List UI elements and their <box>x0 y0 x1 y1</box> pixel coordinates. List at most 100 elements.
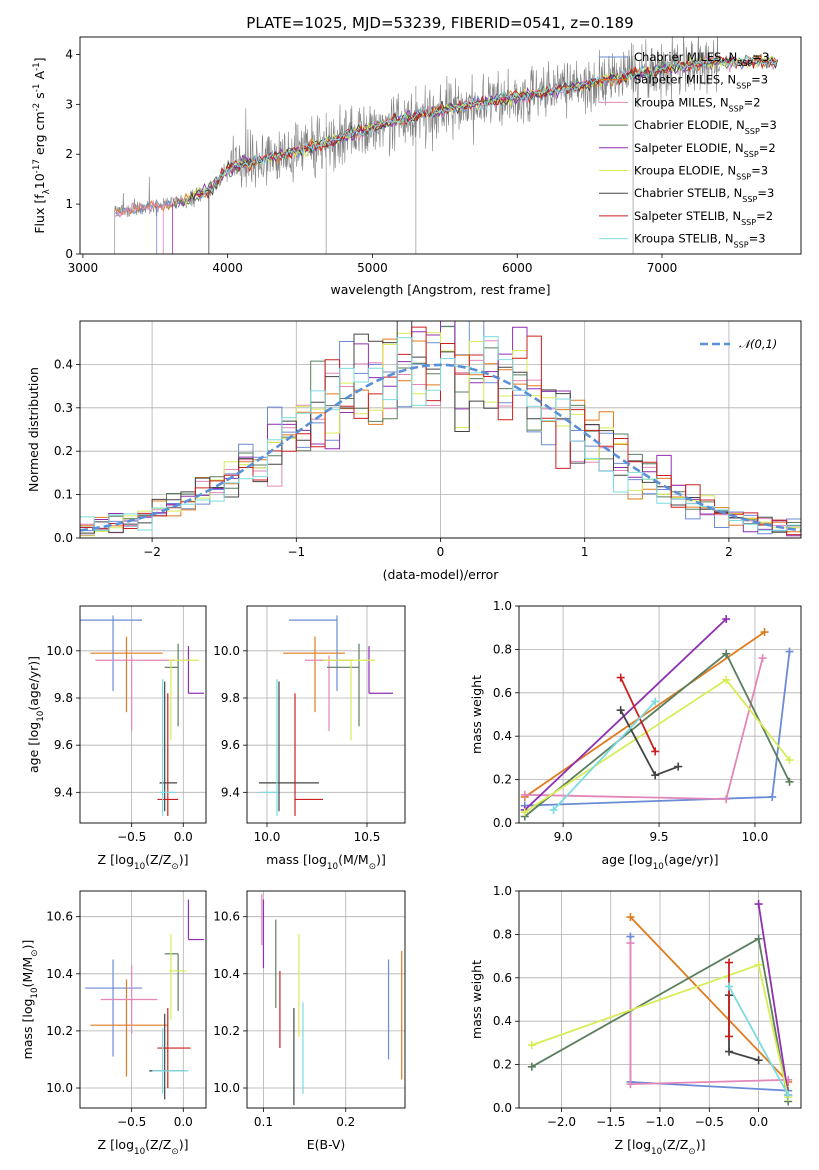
y-tick-label: 9.6 <box>221 738 240 752</box>
legend-label-chabrier-stelib: Chabrier STELIB, NSSP=3 <box>634 186 774 204</box>
point-salpeter-elodie <box>187 899 204 941</box>
weight-marker-chabrier-stelib <box>754 1056 763 1065</box>
legend-label-salpeter-elodie: Salpeter ELODIE, NSSP=2 <box>634 141 776 159</box>
point-kroupa-stelib <box>152 1028 189 1094</box>
y-tick-label: 0.6 <box>493 971 512 985</box>
point-salpeter-stelib <box>294 693 323 816</box>
y-tick-label: 0.0 <box>54 531 73 545</box>
point-kroupa-stelib <box>159 679 176 816</box>
point-kroupa-elodie <box>168 933 187 1020</box>
x-tick-label: −2 <box>143 545 161 559</box>
weight-marker-kroupa-miles <box>758 654 767 663</box>
y-tick-label: 4 <box>65 47 73 61</box>
y-tick-label: 0.3 <box>54 401 73 415</box>
x-tick-label: −0.5 <box>117 1115 146 1129</box>
legend-label-normal: 𝒩(0,1) <box>739 337 777 351</box>
y-tick-label: 9.6 <box>54 738 73 752</box>
plot-area-mass-vs-EBV <box>261 893 403 1106</box>
x-tick-label: 10.5 <box>354 830 381 844</box>
point-kroupa-elodie <box>168 659 199 741</box>
weight-line-chabrier-elodie <box>524 652 791 818</box>
y-tick-label: 10.4 <box>213 967 240 981</box>
weight-marker-salpeter-stelib <box>725 958 734 967</box>
y-tick-label: 10.2 <box>46 1024 73 1038</box>
weight-marker-salpeter-miles <box>760 628 769 637</box>
x-axis-label: Z [log10(Z/Z⊙)] <box>98 852 189 872</box>
x-tick-label: 9.0 <box>554 830 573 844</box>
y-tick-label: 0.2 <box>493 1058 512 1072</box>
point-kroupa-elodie <box>323 659 375 741</box>
x-tick-label: 0.1 <box>254 1115 273 1129</box>
y-tick-label: 0.2 <box>493 773 512 787</box>
weight-marker-kroupa-stelib <box>725 982 734 991</box>
y-tick-label: 9.4 <box>221 785 240 799</box>
point-chabrier-stelib <box>259 681 319 812</box>
y-tick-label: 0.0 <box>493 1101 512 1115</box>
x-axis-label: (data-model)/error <box>383 567 500 582</box>
x-tick-label: 4000 <box>212 261 243 275</box>
axes-age-vs-mass: 10.0 10.5 9.4 9.6 9.8 10.0 mass [log10(M/M⊙)] <box>213 605 406 872</box>
x-tick-label: 10.0 <box>254 830 281 844</box>
legend-label-salpeter-miles: Salpeter MILES, NSSP=3 <box>634 73 768 91</box>
plot-area-weight-vs-Z <box>527 900 793 1106</box>
y-tick-label: 1 <box>65 197 73 211</box>
weight-marker-chabrier-stelib <box>651 771 660 780</box>
axes-age-vs-Z: −0.5 0.0 9.4 9.6 9.8 10.0 Z [log10(Z/Z⊙)] age [… <box>26 605 207 872</box>
x-tick-label: −1 <box>287 545 305 559</box>
weight-marker-chabrier-elodie <box>785 777 794 786</box>
weight-marker-salpeter-elodie <box>754 900 763 909</box>
weight-marker-chabrier-miles <box>785 647 794 656</box>
weight-marker-kroupa-elodie <box>520 808 529 817</box>
plot-area-age-vs-Z <box>80 615 204 816</box>
x-tick-label: 3000 <box>68 261 99 275</box>
axes-frame <box>518 605 802 824</box>
y-tick-label: 3 <box>65 97 73 111</box>
point-salpeter-miles <box>90 979 168 1077</box>
chart-title: PLATE=1025, MJD=53239, FIBERID=0541, z=0… <box>246 14 633 32</box>
weight-line-salpeter-miles <box>524 631 766 798</box>
axes-spectrum: 3000 4000 5000 6000 7000 0 1 2 3 4 wavelength [Ang… <box>32 36 802 297</box>
point-salpeter-stelib <box>157 693 179 816</box>
y-axis-label: Normed distribution <box>26 367 41 492</box>
weight-marker-kroupa-elodie <box>722 675 731 684</box>
weight-marker-kroupa-stelib <box>549 805 558 814</box>
x-tick-label: 9.5 <box>649 830 668 844</box>
weight-marker-kroupa-miles <box>626 939 635 948</box>
legend-label-chabrier-miles: Chabrier MILES, NSSP=3 <box>634 50 769 68</box>
histogram-kroupa-elodie <box>80 332 801 537</box>
weight-line-chabrier-stelib <box>728 995 759 1062</box>
plot-area-spectrum <box>114 37 779 254</box>
y-tick-label: 0.4 <box>493 1014 512 1028</box>
y-tick-label: 0.8 <box>493 642 512 656</box>
x-tick-label: −1.5 <box>596 1115 625 1129</box>
x-axis-label: mass [log10(M/M⊙)] <box>266 852 386 872</box>
y-tick-label: 10.0 <box>213 1081 240 1095</box>
weight-marker-kroupa-elodie <box>754 960 763 969</box>
weight-marker-kroupa-miles <box>520 790 529 799</box>
y-tick-label: 10.0 <box>46 644 73 658</box>
y-tick-label: 10.6 <box>46 910 73 924</box>
weight-line-salpeter-miles <box>629 916 789 1083</box>
axes-frame <box>246 605 406 824</box>
weight-marker-kroupa-elodie <box>785 756 794 765</box>
y-axis-label: mass weight <box>469 960 484 1039</box>
axes-frame <box>79 890 207 1109</box>
point-kroupa-miles <box>100 965 158 1034</box>
point-salpeter-elodie <box>368 646 393 694</box>
x-tick-label: 0.0 <box>174 830 193 844</box>
legend-label-chabrier-elodie: Chabrier ELODIE, NSSP=3 <box>634 118 777 136</box>
axes-weight-vs-age: 9.0 9.5 10.0 0.0 0.2 0.4 0.6 0.8 1.0 age [log10(a… <box>469 599 802 872</box>
y-tick-label: 10.0 <box>213 644 240 658</box>
y-tick-label: 1.0 <box>493 884 512 898</box>
weight-marker-chabrier-stelib <box>725 1047 734 1056</box>
axes-weight-vs-Z: −2.0 −1.5 −1.0 −0.5 0.0 0.0 0.2 0.4 0.6 0.8 1.0 Z [… <box>469 884 802 1157</box>
weight-marker-salpeter-stelib <box>725 1032 734 1041</box>
x-tick-label: 7000 <box>647 261 678 275</box>
y-tick-label: 2 <box>65 147 73 161</box>
axes-frame <box>79 605 207 824</box>
y-axis-label: mass weight <box>469 675 484 754</box>
point-kroupa-stelib <box>261 679 278 816</box>
point-salpeter-miles <box>283 636 345 713</box>
weight-marker-chabrier-elodie <box>722 649 731 658</box>
y-axis-label: age [log10(age/yr)] <box>26 656 46 773</box>
